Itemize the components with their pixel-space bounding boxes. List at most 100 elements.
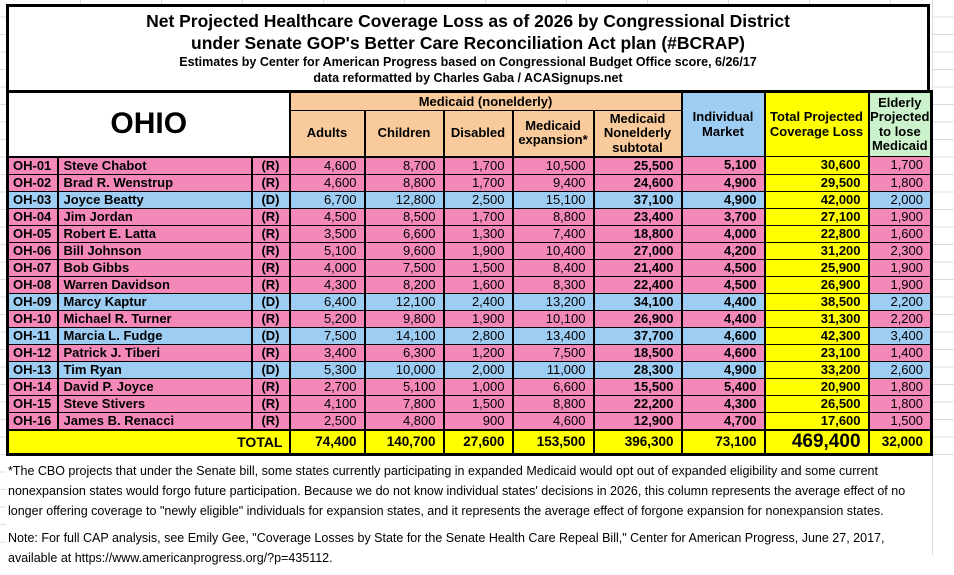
district-cell[interactable]: OH-02 (6, 173, 59, 192)
grand-total-cell[interactable]: 469,400 (763, 428, 870, 455)
total-adults-cell[interactable]: 74,400 (288, 428, 366, 455)
rep-name-cell[interactable]: Bill Johnson (56, 241, 253, 260)
state-name-cell[interactable]: OHIO (6, 91, 291, 158)
adults-cell[interactable]: 3,500 (288, 224, 366, 243)
children-cell[interactable]: 7,800 (363, 394, 445, 413)
subtotal-cell[interactable]: 26,900 (592, 309, 683, 328)
district-cell[interactable]: OH-13 (6, 360, 59, 379)
subtotal-cell[interactable]: 22,400 (592, 275, 683, 294)
adults-cell[interactable]: 5,100 (288, 241, 366, 260)
disabled-cell[interactable]: 2,000 (442, 360, 514, 379)
expansion-cell[interactable]: 9,400 (511, 173, 595, 192)
disabled-cell[interactable]: 2,400 (442, 292, 514, 311)
district-cell[interactable]: OH-16 (6, 411, 59, 430)
adults-cell[interactable]: 4,600 (288, 156, 366, 175)
party-cell[interactable]: (R) (250, 258, 291, 277)
subtotal-cell[interactable]: 27,000 (592, 241, 683, 260)
party-cell[interactable]: (R) (250, 224, 291, 243)
total-expansion-cell[interactable]: 153,500 (511, 428, 595, 455)
elderly-cell[interactable]: 2,600 (867, 360, 933, 379)
party-cell[interactable]: (R) (250, 377, 291, 396)
adults-cell[interactable]: 3,400 (288, 343, 366, 362)
children-cell[interactable]: 8,800 (363, 173, 445, 192)
total-loss-cell[interactable]: 20,900 (763, 377, 870, 396)
col-header-disabled[interactable]: Disabled (442, 110, 514, 158)
total-loss-cell[interactable]: 38,500 (763, 292, 870, 311)
individual-market-cell[interactable]: 4,600 (680, 326, 766, 345)
subtotal-cell[interactable]: 18,500 (592, 343, 683, 362)
children-cell[interactable]: 8,500 (363, 207, 445, 226)
individual-market-cell[interactable]: 4,900 (680, 190, 766, 209)
subtotal-cell[interactable]: 12,900 (592, 411, 683, 430)
subtotal-cell[interactable]: 28,300 (592, 360, 683, 379)
rep-name-cell[interactable]: Steve Chabot (56, 156, 253, 175)
adults-cell[interactable]: 4,000 (288, 258, 366, 277)
elderly-cell[interactable]: 1,800 (867, 377, 933, 396)
elderly-cell[interactable]: 1,800 (867, 173, 933, 192)
party-cell[interactable]: (D) (250, 326, 291, 345)
party-cell[interactable]: (D) (250, 292, 291, 311)
elderly-cell[interactable]: 1,600 (867, 224, 933, 243)
disabled-cell[interactable]: 2,500 (442, 190, 514, 209)
children-cell[interactable]: 9,800 (363, 309, 445, 328)
col-header-elderly-medicaid[interactable]: Elderly Projected to lose Medicaid (867, 91, 933, 157)
expansion-cell[interactable]: 8,300 (511, 275, 595, 294)
expansion-cell[interactable]: 11,000 (511, 360, 595, 379)
total-loss-cell[interactable]: 42,000 (763, 190, 870, 209)
district-cell[interactable]: OH-09 (6, 292, 59, 311)
subtotal-cell[interactable]: 25,500 (592, 156, 683, 175)
subtotal-cell[interactable]: 34,100 (592, 292, 683, 311)
elderly-cell[interactable]: 2,200 (867, 309, 933, 328)
children-cell[interactable]: 9,600 (363, 241, 445, 260)
individual-market-cell[interactable]: 4,600 (680, 343, 766, 362)
elderly-cell[interactable]: 1,900 (867, 258, 933, 277)
rep-name-cell[interactable]: Marcia L. Fudge (56, 326, 253, 345)
elderly-cell[interactable]: 1,900 (867, 275, 933, 294)
children-cell[interactable]: 5,100 (363, 377, 445, 396)
district-cell[interactable]: OH-05 (6, 224, 59, 243)
children-cell[interactable]: 10,000 (363, 360, 445, 379)
party-cell[interactable]: (R) (250, 394, 291, 413)
col-header-individual-market[interactable]: Individual Market (680, 91, 766, 157)
rep-name-cell[interactable]: Patrick J. Tiberi (56, 343, 253, 362)
rep-name-cell[interactable]: Marcy Kaptur (56, 292, 253, 311)
total-label-cell[interactable]: TOTAL (6, 428, 291, 455)
elderly-cell[interactable]: 1,700 (867, 156, 933, 175)
adults-cell[interactable]: 2,500 (288, 411, 366, 430)
total-loss-cell[interactable]: 26,900 (763, 275, 870, 294)
col-header-total-coverage-loss[interactable]: Total Projected Coverage Loss (763, 91, 870, 157)
expansion-cell[interactable]: 8,800 (511, 207, 595, 226)
individual-market-cell[interactable]: 4,400 (680, 309, 766, 328)
individual-market-cell[interactable]: 5,100 (680, 156, 766, 175)
rep-name-cell[interactable]: Michael R. Turner (56, 309, 253, 328)
total-elderly-cell[interactable]: 32,000 (867, 428, 933, 455)
subtotal-cell[interactable]: 23,400 (592, 207, 683, 226)
total-loss-cell[interactable]: 42,300 (763, 326, 870, 345)
total-loss-cell[interactable]: 22,800 (763, 224, 870, 243)
district-cell[interactable]: OH-15 (6, 394, 59, 413)
expansion-cell[interactable]: 7,400 (511, 224, 595, 243)
total-subtotal-cell[interactable]: 396,300 (592, 428, 683, 455)
adults-cell[interactable]: 4,100 (288, 394, 366, 413)
individual-market-cell[interactable]: 4,900 (680, 173, 766, 192)
total-loss-cell[interactable]: 33,200 (763, 360, 870, 379)
individual-market-cell[interactable]: 4,300 (680, 394, 766, 413)
rep-name-cell[interactable]: Warren Davidson (56, 275, 253, 294)
adults-cell[interactable]: 7,500 (288, 326, 366, 345)
expansion-cell[interactable]: 13,200 (511, 292, 595, 311)
expansion-cell[interactable]: 8,800 (511, 394, 595, 413)
elderly-cell[interactable]: 3,400 (867, 326, 933, 345)
children-cell[interactable]: 8,700 (363, 156, 445, 175)
individual-market-cell[interactable]: 4,400 (680, 292, 766, 311)
elderly-cell[interactable]: 1,400 (867, 343, 933, 362)
individual-market-cell[interactable]: 4,200 (680, 241, 766, 260)
individual-market-cell[interactable]: 4,500 (680, 275, 766, 294)
col-header-children[interactable]: Children (363, 110, 445, 158)
rep-name-cell[interactable]: Joyce Beatty (56, 190, 253, 209)
subtotal-cell[interactable]: 18,800 (592, 224, 683, 243)
district-cell[interactable]: OH-01 (6, 156, 59, 175)
district-cell[interactable]: OH-08 (6, 275, 59, 294)
adults-cell[interactable]: 5,200 (288, 309, 366, 328)
children-cell[interactable]: 6,300 (363, 343, 445, 362)
total-loss-cell[interactable]: 23,100 (763, 343, 870, 362)
